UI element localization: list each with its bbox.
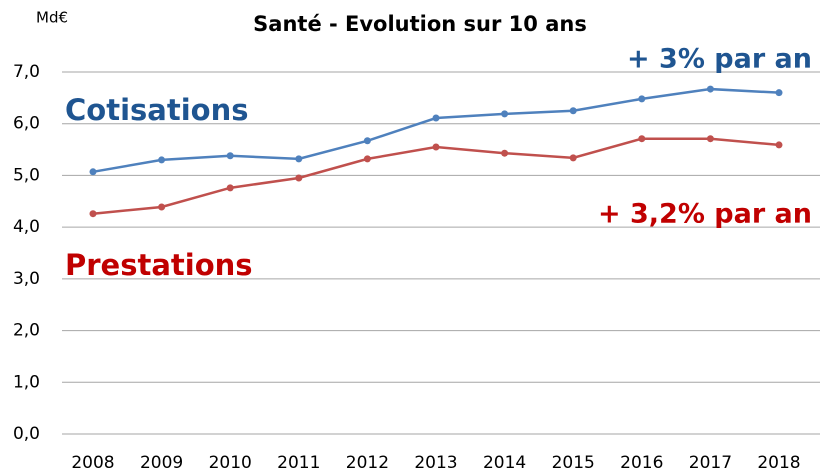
y-tick-label: 1,0 [13, 372, 40, 392]
data-point [706, 135, 714, 143]
data-point [295, 155, 303, 163]
data-point [432, 114, 440, 122]
data-point [569, 154, 577, 162]
data-point [226, 184, 234, 192]
x-tick-label: 2008 [71, 453, 114, 473]
y-unit: Md€ [36, 9, 68, 27]
x-tick-label: 2018 [757, 453, 800, 473]
data-point [638, 135, 646, 143]
annotation: Prestations [65, 248, 253, 282]
data-point [363, 155, 371, 163]
data-point [569, 107, 577, 115]
annotation: + 3% par an [627, 44, 812, 75]
data-point [432, 143, 440, 151]
data-point [226, 152, 234, 160]
y-tick-label: 4,0 [13, 217, 40, 237]
data-point [89, 210, 97, 218]
x-tick-label: 2012 [346, 453, 389, 473]
data-point [363, 137, 371, 145]
data-point [295, 174, 303, 182]
x-tick-label: 2013 [414, 453, 457, 473]
data-point [158, 156, 166, 164]
data-point [501, 110, 509, 118]
x-tick-label: 2015 [552, 453, 595, 473]
y-tick-label: 6,0 [13, 114, 40, 134]
y-tick-label: 0,0 [13, 424, 40, 444]
data-point [775, 141, 783, 149]
annotation: + 3,2% par an [598, 199, 812, 230]
x-tick-label: 2010 [209, 453, 252, 473]
x-tick-label: 2016 [620, 453, 663, 473]
data-point [158, 203, 166, 211]
y-tick-label: 5,0 [13, 165, 40, 185]
data-point [638, 95, 646, 103]
data-point [89, 168, 97, 176]
y-tick-label: 7,0 [13, 62, 40, 82]
x-tick-label: 2014 [483, 453, 526, 473]
data-point [775, 89, 783, 97]
x-tick-label: 2011 [277, 453, 320, 473]
y-tick-label: 2,0 [13, 321, 40, 341]
y-tick-label: 3,0 [13, 269, 40, 289]
x-tick-label: 2009 [140, 453, 183, 473]
data-point [501, 149, 509, 157]
chart-title: Santé - Evolution sur 10 ans [253, 12, 587, 36]
annotation: Cotisations [65, 93, 248, 127]
data-point [706, 85, 714, 93]
x-tick-label: 2017 [689, 453, 732, 473]
